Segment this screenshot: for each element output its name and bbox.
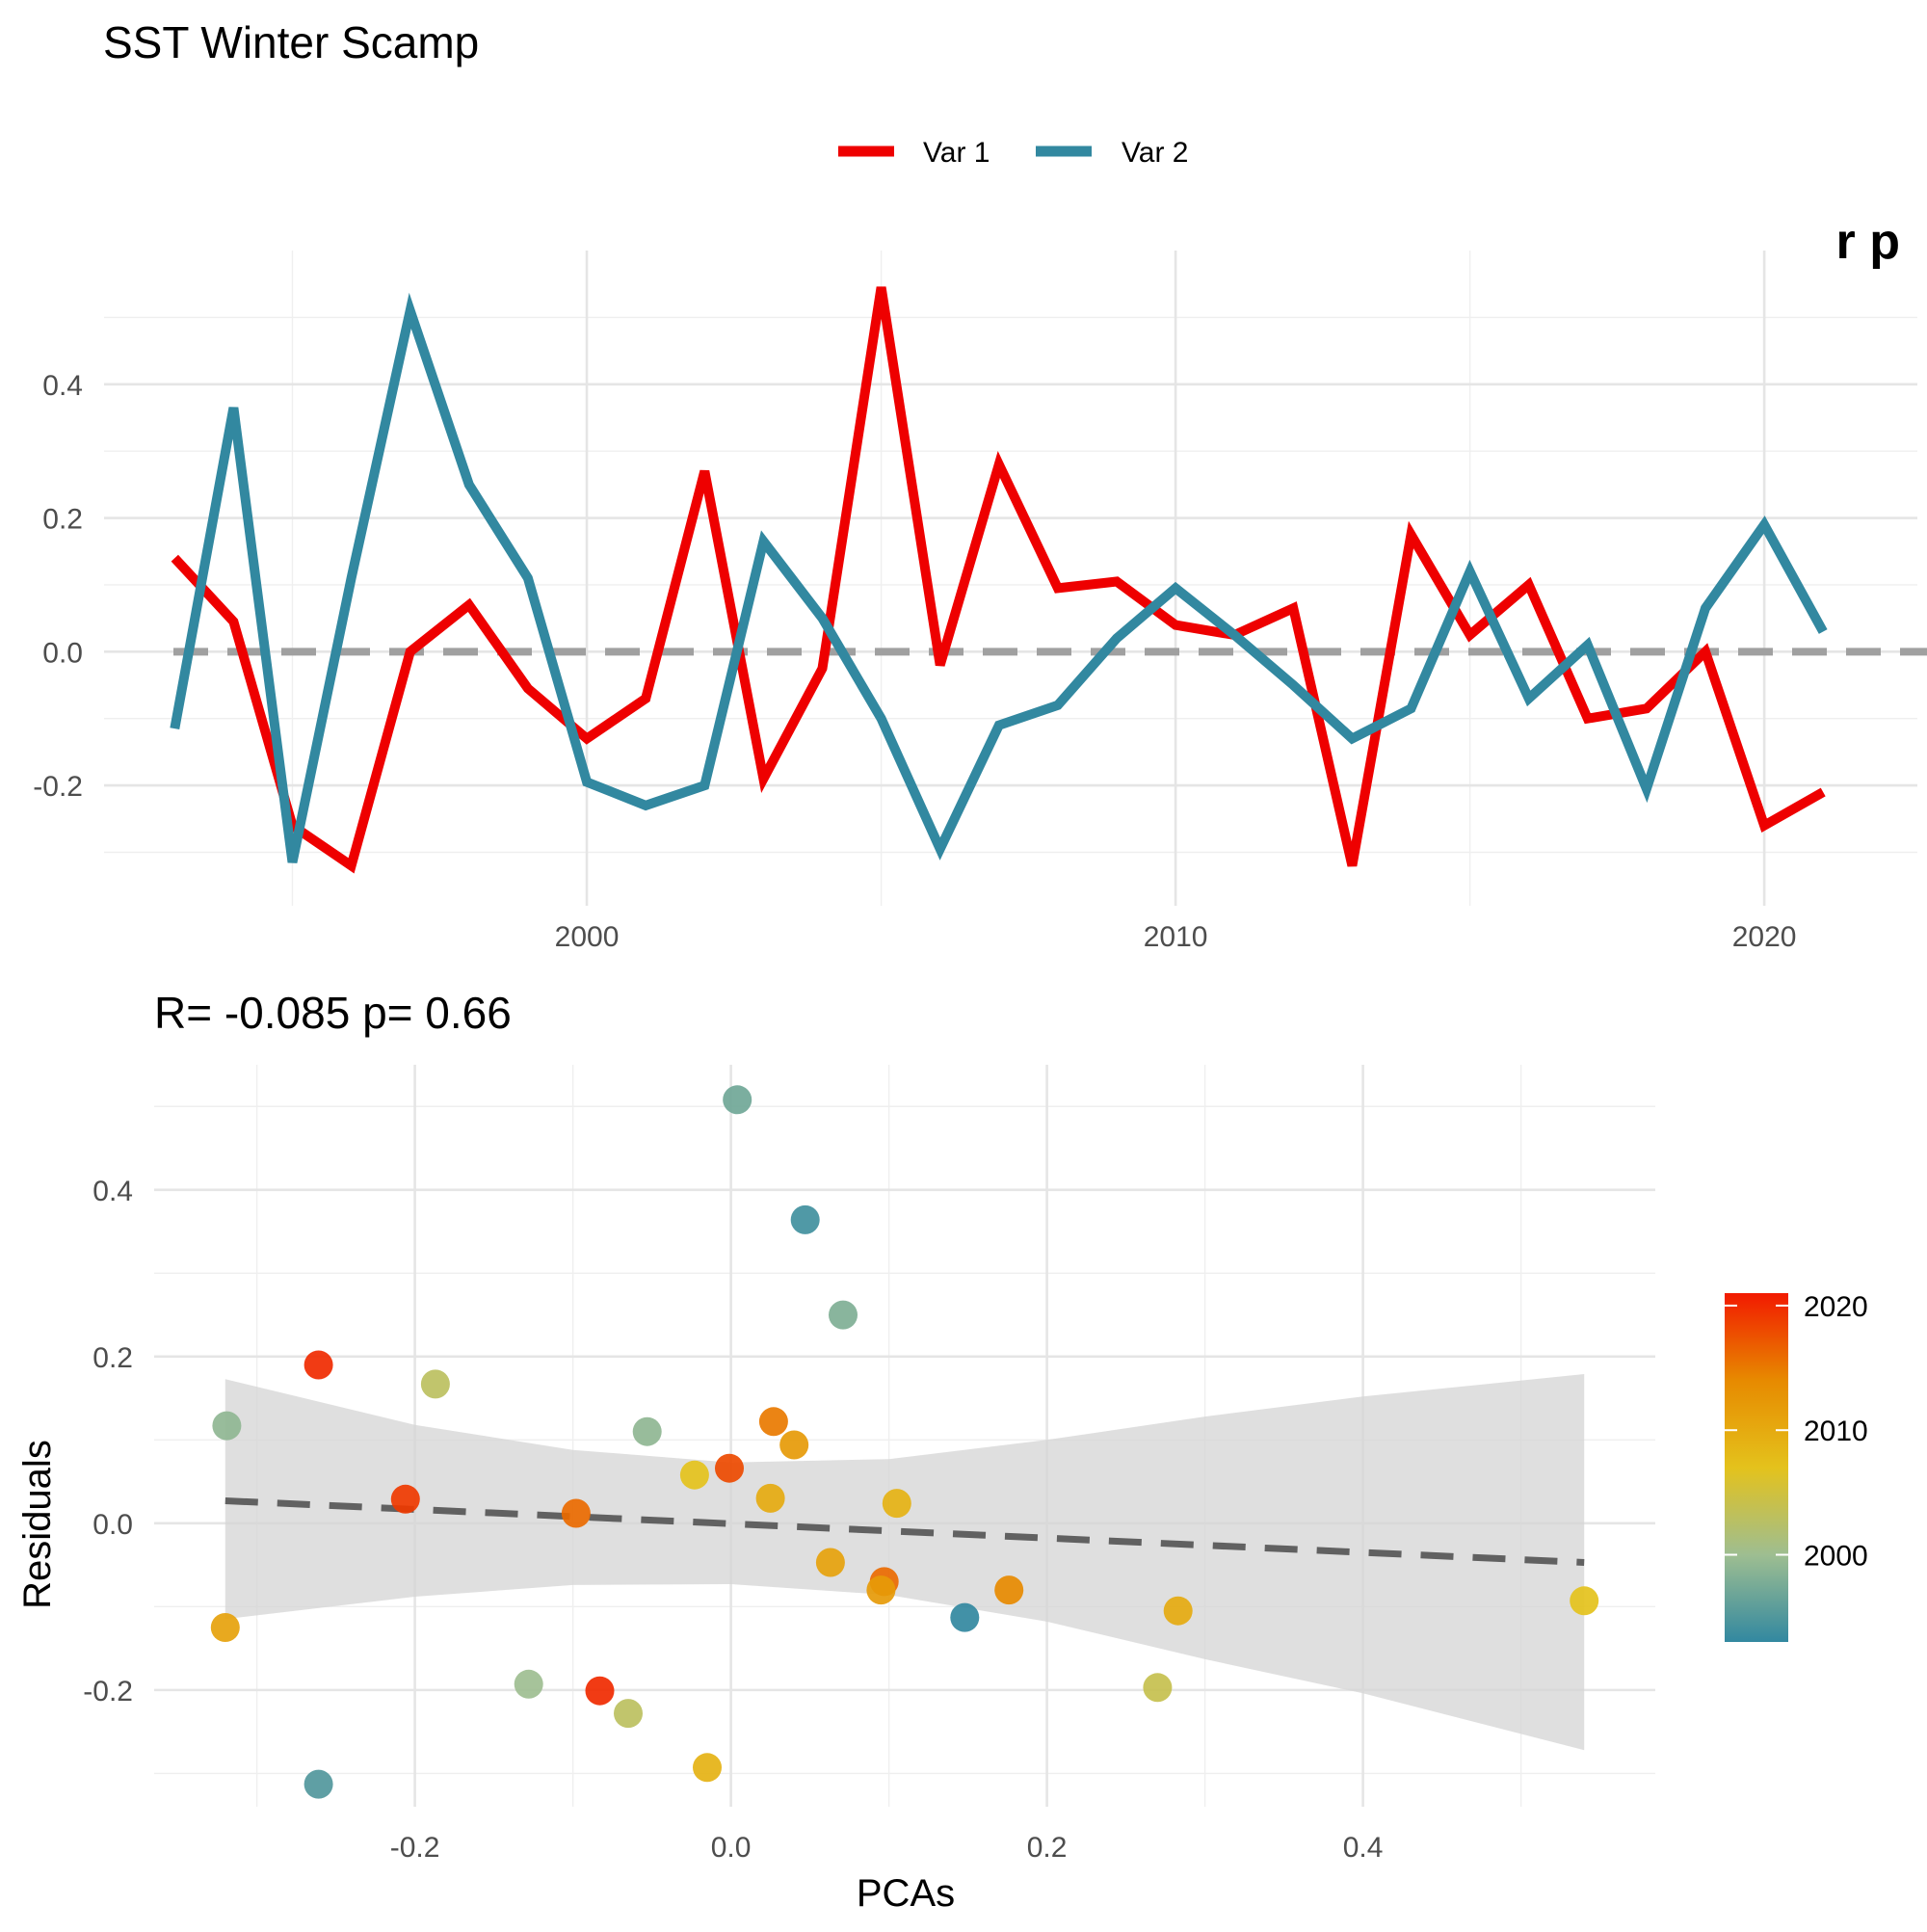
top-y-tick-0: 0.0 — [42, 637, 83, 669]
series-line-var-1 — [171, 286, 1826, 874]
top-corner-stat: r p — [1836, 214, 1900, 270]
scatter-point — [829, 1300, 858, 1330]
bottom-x-tick-0p4: 0.4 — [1343, 1832, 1384, 1864]
bottom-scatter-panel: -0.2 0.0 0.2 0.4 -0.2 0.0 0.2 0.4 PCAs Residual… — [16, 1065, 1655, 1915]
scatter-point — [679, 1460, 709, 1490]
scatter-point — [693, 1753, 722, 1783]
bottom-x-tick-0p2: 0.2 — [1027, 1832, 1068, 1864]
bottom-tick-labels: -0.2 0.0 0.2 0.4 -0.2 0.0 0.2 0.4 — [83, 1176, 1383, 1864]
bottom-x-tick-0: 0.0 — [711, 1832, 752, 1864]
scatter-point — [585, 1676, 615, 1706]
top-x-tick-2010: 2010 — [1144, 921, 1208, 953]
scatter-point — [1143, 1673, 1173, 1703]
scatter-point — [715, 1453, 744, 1483]
colorbar-label-2010: 2010 — [1804, 1416, 1868, 1447]
colorbar-bar — [1725, 1293, 1788, 1642]
scatter-point — [210, 1613, 240, 1642]
colorbar-label-2000: 2000 — [1804, 1541, 1868, 1573]
scatter-point — [212, 1411, 242, 1441]
scatter-point — [304, 1350, 333, 1380]
scatter-point — [815, 1548, 845, 1577]
color-legend: 2000 2010 2020 — [1725, 1291, 1868, 1642]
legend-label-var-1: Var 1 — [923, 137, 990, 169]
scatter-point — [561, 1498, 591, 1528]
bottom-y-tick-0p2: 0.2 — [92, 1342, 133, 1374]
top-x-tick-2020: 2020 — [1732, 921, 1797, 953]
scatter-point — [632, 1416, 662, 1446]
top-tick-labels: -0.2 0.0 0.2 0.4 2000 2010 2020 — [33, 370, 1796, 953]
scatter-point — [390, 1484, 420, 1514]
top-x-tick-2000: 2000 — [555, 921, 620, 953]
scatter-point — [514, 1669, 543, 1699]
scatter-point — [723, 1085, 752, 1115]
legend-label-var-2: Var 2 — [1122, 137, 1188, 169]
top-y-tick-0p2: 0.2 — [42, 504, 83, 536]
scatter-points — [210, 1085, 1599, 1799]
regression-dashed-line — [224, 1496, 1585, 1567]
x-axis-title: PCAs — [857, 1872, 955, 1915]
top-y-tick-neg0p2: -0.2 — [33, 771, 83, 803]
scatter-title: R= -0.085 p= 0.66 — [154, 988, 512, 1038]
confidence-band — [224, 1374, 1585, 1751]
scatter-point — [614, 1699, 643, 1729]
scatter-point — [755, 1483, 785, 1513]
top-y-tick-0p4: 0.4 — [42, 370, 83, 402]
colorbar-label-2020: 2020 — [1804, 1291, 1868, 1323]
scatter-point — [779, 1430, 809, 1460]
scatter-point — [758, 1407, 788, 1437]
y-axis-title: Residuals — [16, 1440, 59, 1609]
scatter-point — [882, 1489, 911, 1519]
top-series-lines — [170, 286, 1828, 874]
bottom-y-tick-neg0p2: -0.2 — [83, 1676, 133, 1707]
scatter-point — [304, 1769, 333, 1799]
scatter-point — [420, 1369, 450, 1399]
scatter-point — [994, 1575, 1024, 1605]
scatter-point — [790, 1204, 820, 1234]
fit-line — [224, 1496, 1585, 1567]
scatter-point — [1163, 1596, 1193, 1626]
scatter-point — [950, 1602, 980, 1632]
top-line-panel: -0.2 0.0 0.2 0.4 2000 2010 2020 r p — [33, 214, 1927, 953]
scatter-point — [1570, 1586, 1599, 1616]
line-legend: Var 1 Var 2 — [838, 137, 1188, 169]
bottom-x-tick-neg0p2: -0.2 — [390, 1832, 440, 1864]
bottom-y-tick-0: 0.0 — [92, 1509, 133, 1541]
scatter-point — [866, 1575, 896, 1605]
bottom-y-tick-0p4: 0.4 — [92, 1176, 133, 1207]
series-line-var-2 — [170, 292, 1828, 863]
confidence-ribbon — [224, 1374, 1585, 1751]
top-gridlines — [104, 251, 1917, 906]
figure-title: SST Winter Scamp — [103, 17, 479, 67]
